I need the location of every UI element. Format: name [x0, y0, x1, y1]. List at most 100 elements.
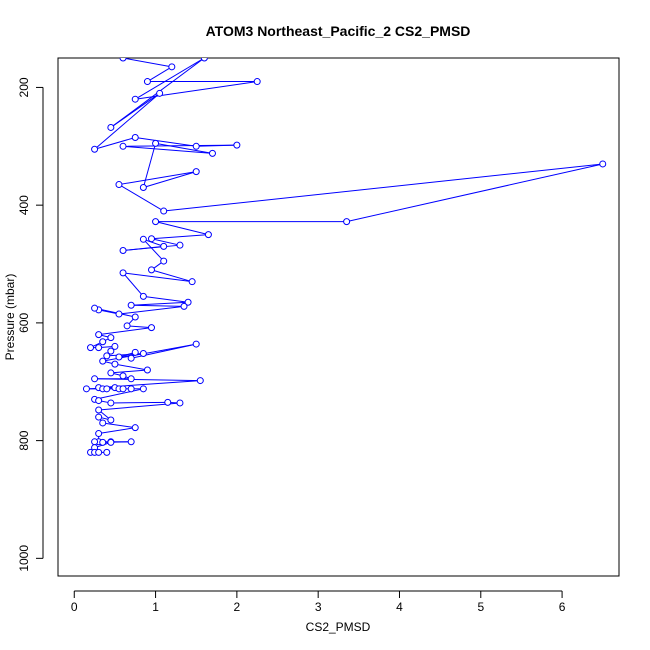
data-point [160, 242, 168, 250]
data-point [139, 235, 147, 243]
data-point [111, 342, 119, 350]
series-segment [110, 401, 168, 404]
data-point [160, 257, 168, 265]
series-segment [118, 184, 164, 212]
data-point [107, 438, 115, 446]
series-segment [118, 305, 185, 315]
data-point [160, 207, 168, 215]
data-point [143, 78, 151, 86]
data-point [168, 63, 176, 71]
data-point [115, 181, 123, 189]
data-point [180, 302, 188, 310]
data-point [111, 360, 119, 368]
data-point [599, 160, 607, 168]
data-point [148, 324, 155, 332]
data-point [95, 448, 103, 456]
data-point [119, 246, 127, 254]
data-point [148, 235, 155, 243]
series-segment [94, 378, 201, 382]
data-point [91, 145, 99, 153]
series-segment [110, 92, 160, 128]
data-point [95, 344, 103, 352]
data-point [127, 385, 135, 393]
series-segment [122, 58, 172, 68]
data-point [131, 133, 139, 141]
data-point [200, 58, 208, 62]
data-point [131, 95, 139, 103]
data-point [204, 231, 212, 239]
data-point [184, 298, 192, 306]
data-point [188, 278, 196, 286]
data-point [208, 149, 216, 157]
data-point [107, 334, 115, 342]
data-point [91, 375, 99, 383]
data-point [192, 168, 200, 176]
data-point [103, 448, 111, 456]
data-point [152, 218, 160, 226]
series-segment [98, 327, 152, 336]
series-segment [143, 238, 165, 262]
data-point [119, 372, 127, 380]
series-segment [131, 301, 189, 306]
series-segment [143, 238, 164, 247]
series-segment [135, 136, 197, 147]
data-point [176, 241, 184, 249]
series-segment [151, 238, 181, 246]
series-segment [135, 81, 258, 100]
series-segment [102, 422, 136, 429]
y-tick-label: 1000 [17, 545, 31, 572]
series-segment [94, 388, 144, 400]
data-point [107, 123, 115, 131]
data-point [99, 338, 107, 346]
data-point [99, 419, 107, 427]
series-segment [155, 221, 209, 236]
data-point [253, 78, 261, 86]
data-point [95, 413, 103, 421]
series-segment [98, 427, 136, 435]
x-tick-label: 3 [315, 600, 322, 614]
series-segment [127, 325, 152, 329]
data-point [139, 184, 147, 191]
y-tick-label: 600 [17, 313, 31, 333]
series-segment [163, 163, 603, 212]
y-tick-label: 200 [17, 77, 31, 97]
data-point [115, 310, 123, 318]
series-segment [122, 272, 144, 297]
y-tick-label: 800 [17, 430, 31, 450]
series-segment [94, 136, 136, 150]
data-point [91, 438, 99, 446]
data-point [192, 142, 200, 150]
data-point [107, 369, 115, 377]
series-points [82, 58, 607, 456]
series-segment [142, 143, 157, 188]
data-point [139, 292, 147, 300]
data-point [127, 301, 135, 309]
x-tick-label: 6 [559, 600, 566, 614]
data-point [119, 385, 127, 393]
data-point [127, 438, 135, 446]
data-point [99, 438, 107, 446]
series-segment [147, 66, 173, 82]
data-point [131, 424, 139, 432]
data-point [87, 344, 95, 352]
data-point [152, 139, 160, 147]
data-point [95, 406, 103, 414]
data-point [156, 89, 164, 97]
data-point [119, 269, 127, 277]
series-segment [94, 92, 160, 150]
data-point [103, 352, 111, 360]
x-tick-label: 0 [71, 600, 78, 614]
data-point [107, 399, 115, 407]
data-point [103, 385, 111, 393]
data-point [233, 141, 241, 149]
x-tick-label: 5 [477, 600, 484, 614]
data-point [139, 349, 147, 357]
series-segment [151, 234, 209, 240]
x-tick-label: 4 [396, 600, 403, 614]
data-point [196, 377, 204, 385]
data-point [95, 397, 103, 405]
data-point [192, 340, 200, 348]
data-point [107, 347, 115, 355]
series-segment [114, 363, 148, 371]
